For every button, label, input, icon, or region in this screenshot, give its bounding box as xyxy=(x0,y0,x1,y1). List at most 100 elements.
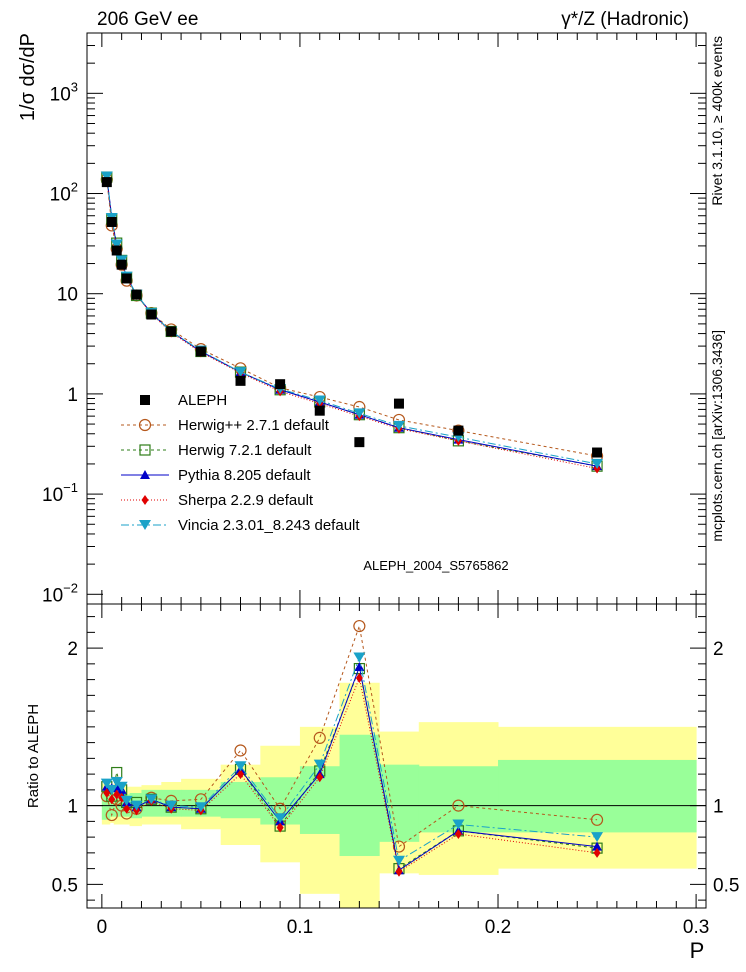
ratio-axis-labels: 0.5 0.5 1 1 2 2 0 0.1 0.2 0.3 xyxy=(52,639,740,938)
side-text-rivet: Rivet 3.1.10, ≥ 400k events xyxy=(709,36,725,206)
ratio-point-vincia xyxy=(165,800,178,811)
legend-marker xyxy=(140,395,150,405)
ratio-point-vincia xyxy=(234,761,247,772)
point-data xyxy=(453,425,464,436)
ratio-point-sherpa xyxy=(108,794,116,805)
point-data xyxy=(166,326,177,337)
ratio-series-vincia xyxy=(100,652,604,866)
ratio-y-tick-label: 0.5 xyxy=(52,875,78,896)
legend-marker xyxy=(141,495,149,505)
legend-item-pythia: Pythia 8.205 default xyxy=(121,467,311,484)
y-tick-label: 10−1 xyxy=(42,480,78,506)
header-right: γ*/Z (Hadronic) xyxy=(561,9,689,30)
ratio-uncertainty-bands xyxy=(101,682,697,908)
ratio-point-herwigpp xyxy=(590,813,604,826)
point-vincia xyxy=(392,420,405,431)
series-line-vincia xyxy=(106,176,598,465)
ratio-point-pythia xyxy=(354,662,365,672)
point-vincia xyxy=(313,395,326,406)
ratio-y-tick-label: 1 xyxy=(67,797,78,818)
y-tick-label: 103 xyxy=(50,79,78,105)
ratio-y-tick-label-right: 1 xyxy=(713,797,724,818)
point-data xyxy=(393,398,404,409)
point-data xyxy=(235,375,246,386)
legend-item-sherpa: Sherpa 2.2.9 default xyxy=(121,492,314,509)
ratio-point-herwigpp xyxy=(105,808,118,822)
ratio-point-sherpa xyxy=(123,803,131,814)
header-left: 206 GeV ee xyxy=(97,9,198,30)
y-tick-label: 1 xyxy=(67,385,78,406)
ratio-point-sherpa xyxy=(237,769,245,780)
y-tick-label: 10 xyxy=(57,285,78,306)
point-data xyxy=(121,273,132,284)
ratio-point-vincia xyxy=(353,652,366,663)
ratio-point-herwigpp xyxy=(452,799,465,812)
point-data xyxy=(275,379,286,390)
main-y-label: 1/σ dσ/dP xyxy=(17,33,39,121)
x-axis-label: P xyxy=(690,938,705,963)
ratio-line-herwigpp xyxy=(106,624,598,848)
ratio-point-herwigpp xyxy=(234,744,247,757)
legend-label: Pythia 8.205 default xyxy=(178,467,311,484)
ratio-point-vincia xyxy=(120,795,133,806)
band-inner-bin xyxy=(339,734,380,857)
point-vincia xyxy=(591,458,604,469)
legend-item-herwig7: Herwig 7.2.1 default xyxy=(121,442,312,459)
point-data xyxy=(354,437,365,448)
legend-item-herwigpp: Herwig++ 2.7.1 default xyxy=(121,417,330,434)
band-inner-bin xyxy=(498,759,697,833)
ratio-y-tick-label-right: 2 xyxy=(713,639,724,660)
ratio-point-vincia xyxy=(591,832,604,843)
ratio-point-vincia xyxy=(105,784,118,795)
point-data xyxy=(314,405,325,416)
ratio-y-tick-label-right: 0.5 xyxy=(713,875,739,896)
band-inner-bin xyxy=(109,793,115,817)
point-data xyxy=(146,309,157,320)
analysis-watermark: ALEPH_2004_S5765862 xyxy=(363,558,508,573)
x-tick-label: 0 xyxy=(97,917,108,938)
point-vincia xyxy=(353,408,366,419)
ratio-point-vincia xyxy=(313,759,326,770)
legend-item-data: ALEPH xyxy=(140,392,227,409)
series-pythia xyxy=(101,172,603,471)
ratio-point-vincia xyxy=(392,855,405,866)
point-data xyxy=(195,346,206,357)
series-vincia xyxy=(100,171,604,469)
ratio-point-sherpa xyxy=(103,788,111,799)
legend-marker xyxy=(139,520,151,530)
main-series xyxy=(100,171,604,474)
point-data xyxy=(131,289,142,300)
ratio-frame xyxy=(86,603,707,909)
main-panel: 10−2 10−1 1 10 102 103 ALEPH_2004_S5765862 AL… xyxy=(17,32,707,606)
x-tick-label: 0.3 xyxy=(683,917,709,938)
legend-item-vincia: Vincia 2.3.01_8.243 default xyxy=(121,517,360,534)
ratio-point-sherpa xyxy=(276,822,284,833)
ratio-point-sherpa xyxy=(316,772,324,783)
band-inner-bin xyxy=(379,764,420,842)
ratio-point-herwigpp xyxy=(313,731,326,744)
ratio-point-herwig7 xyxy=(111,766,123,779)
ratio-point-sherpa xyxy=(454,828,462,839)
ratio-y-label: Ratio to ALEPH xyxy=(25,704,42,808)
side-text-mcplots: mcplots.cern.ch [arXiv:1306.3436] xyxy=(709,330,725,542)
point-data xyxy=(592,447,603,458)
ratio-point-sherpa xyxy=(355,673,363,684)
ratio-point-vincia xyxy=(100,778,113,789)
top-axis-labels: 10−2 10−1 1 10 102 103 xyxy=(42,79,78,606)
ratio-axis-ticks xyxy=(87,604,706,908)
ratio-panel: 0.5 0.5 1 1 2 2 0 0.1 0.2 0.3 Ratio to ALEPH P xyxy=(25,603,740,963)
point-vincia xyxy=(234,367,247,378)
point-vincia xyxy=(100,171,113,182)
legend-marker xyxy=(138,418,152,432)
ratio-point-vincia xyxy=(145,794,158,805)
point-data xyxy=(111,245,122,256)
x-tick-label: 0.1 xyxy=(287,917,313,938)
legend-marker xyxy=(139,444,151,456)
ratio-line-sherpa xyxy=(106,676,598,873)
point-vincia xyxy=(110,239,123,250)
ratio-point-vincia xyxy=(194,802,207,813)
ratio-point-herwigpp xyxy=(392,840,406,853)
x-tick-label: 0.2 xyxy=(485,917,511,938)
legend-marker xyxy=(140,470,150,479)
